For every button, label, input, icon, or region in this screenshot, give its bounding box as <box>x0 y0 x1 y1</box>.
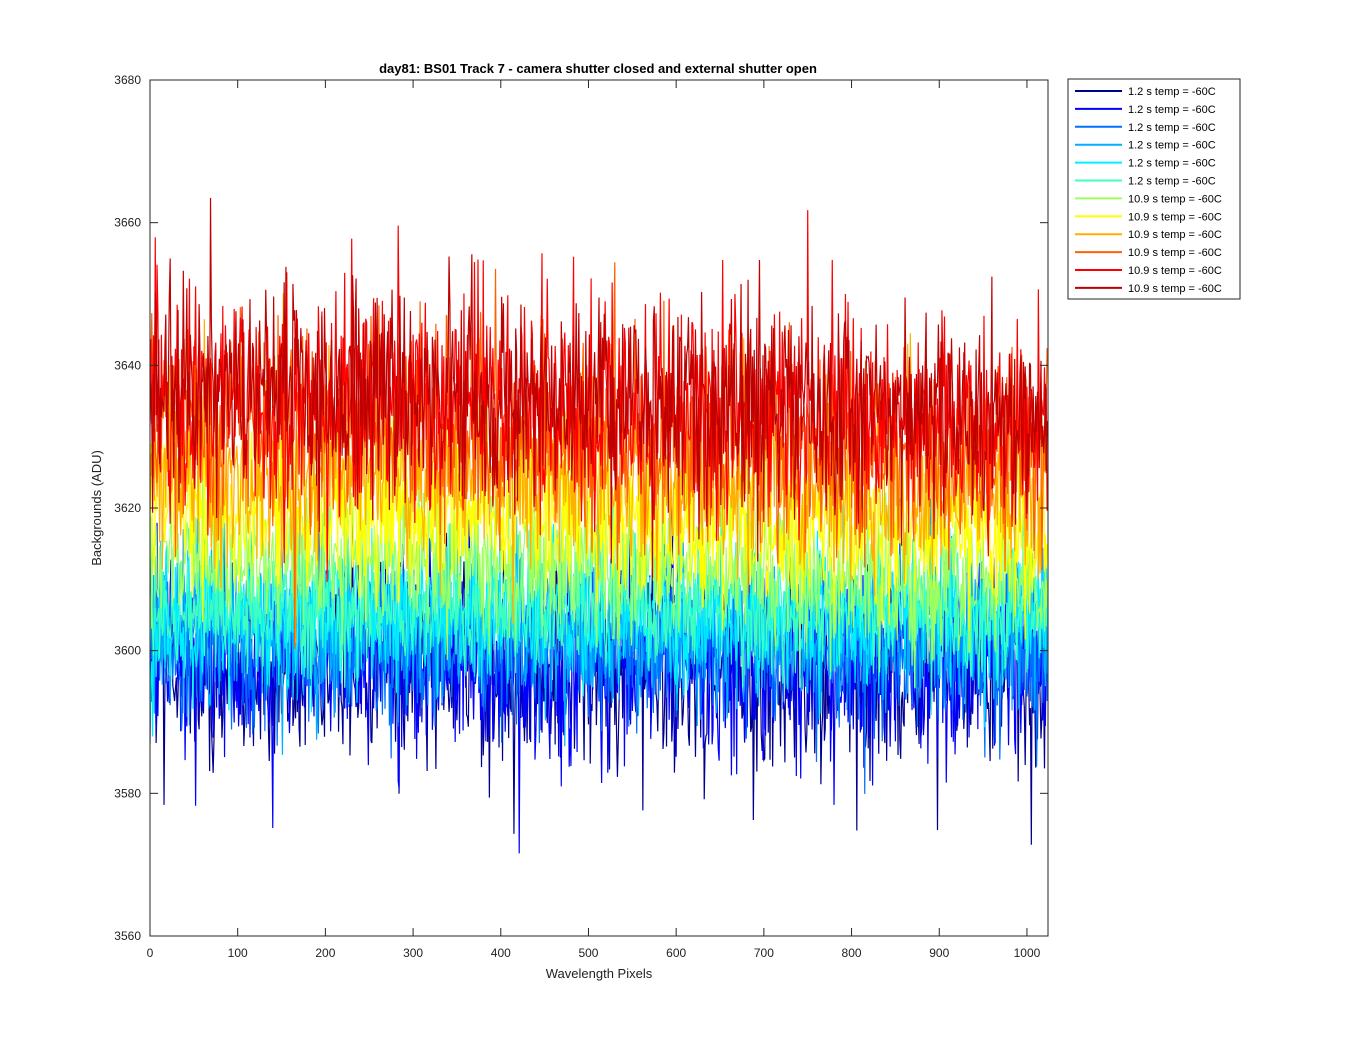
legend-label-7: 10.9 s temp = -60C <box>1128 193 1222 205</box>
x-tick-label: 500 <box>578 946 598 960</box>
x-tick-label: 200 <box>315 946 335 960</box>
y-tick-label: 3620 <box>114 501 141 515</box>
legend-box <box>1067 78 1241 300</box>
y-tick-label: 3680 <box>114 73 141 87</box>
x-axis-label: Wavelength Pixels <box>546 966 653 981</box>
plot-area <box>150 197 1048 854</box>
x-tick-label: 0 <box>147 946 154 960</box>
x-tick-label: 400 <box>491 946 511 960</box>
legend-label-10: 10.9 s temp = -60C <box>1128 247 1222 259</box>
legend: 1.2 s temp = -60C 1.2 s temp = -60C 1.2 s … <box>1067 78 1241 300</box>
x-tick-label: 800 <box>842 946 862 960</box>
y-tick-label: 3560 <box>114 929 141 943</box>
y-tick-label: 3580 <box>114 786 141 800</box>
chart-title: day81: BS01 Track 7 - camera shutter clo… <box>379 61 817 76</box>
y-axis-label: Backgrounds (ADU) <box>89 450 104 566</box>
y-tick-label: 3600 <box>114 644 141 658</box>
y-tick-label: 3640 <box>114 358 141 372</box>
legend-label-5: 1.2 s temp = -60C <box>1128 158 1216 170</box>
x-axis: 0 100 200 300 400 500 600 700 800 900 1000 <box>147 80 1041 960</box>
series-line-12 <box>150 197 1048 579</box>
x-tick-label: 300 <box>403 946 423 960</box>
legend-label-12: 10.9 s temp = -60C <box>1128 283 1222 295</box>
legend-label-2: 1.2 s temp = -60C <box>1128 104 1216 116</box>
legend-label-1: 1.2 s temp = -60C <box>1128 86 1216 98</box>
legend-label-9: 10.9 s temp = -60C <box>1128 229 1222 241</box>
x-tick-label: 900 <box>929 946 949 960</box>
legend-label-11: 10.9 s temp = -60C <box>1128 265 1222 277</box>
x-tick-label: 1000 <box>1014 946 1041 960</box>
legend-label-8: 10.9 s temp = -60C <box>1128 211 1222 223</box>
legend-label-4: 1.2 s temp = -60C <box>1128 140 1216 152</box>
x-tick-label: 100 <box>228 946 248 960</box>
x-tick-label: 600 <box>666 946 686 960</box>
legend-label-6: 1.2 s temp = -60C <box>1128 176 1216 188</box>
y-axis: 3560 3580 3600 3620 3640 3660 3680 <box>114 73 1048 943</box>
x-tick-label: 700 <box>754 946 774 960</box>
y-tick-label: 3660 <box>114 216 141 230</box>
legend-label-3: 1.2 s temp = -60C <box>1128 122 1216 134</box>
